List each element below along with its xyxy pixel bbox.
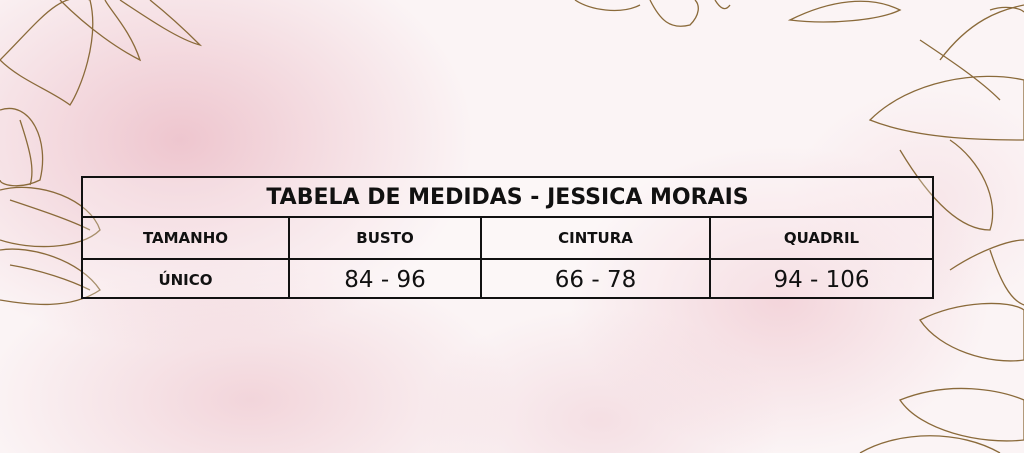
- header-cintura: CINTURA: [482, 218, 711, 258]
- cell-busto: 84 - 96: [290, 260, 482, 299]
- cell-cintura: 66 - 78: [482, 260, 711, 299]
- table-row: ÚNICO 84 - 96 66 - 78 94 - 106: [83, 260, 932, 299]
- cell-quadril: 94 - 106: [773, 266, 870, 293]
- flower-top-right-illustration: [574, 0, 1024, 231]
- table-title: TABELA DE MEDIDAS - JESSICA MORAIS: [83, 178, 932, 218]
- header-quadril: QUADRIL: [783, 229, 860, 247]
- flower-bottom-right-illustration: [859, 239, 1024, 453]
- header-busto: BUSTO: [290, 218, 482, 258]
- header-tamanho: TAMANHO: [83, 218, 290, 258]
- table-header-row: TAMANHO BUSTO CINTURA QUADRIL: [83, 218, 932, 260]
- size-chart-table: TABELA DE MEDIDAS - JESSICA MORAIS TAMAN…: [81, 176, 934, 299]
- cell-size: ÚNICO: [83, 260, 290, 299]
- flower-top-left-illustration: [0, 0, 203, 306]
